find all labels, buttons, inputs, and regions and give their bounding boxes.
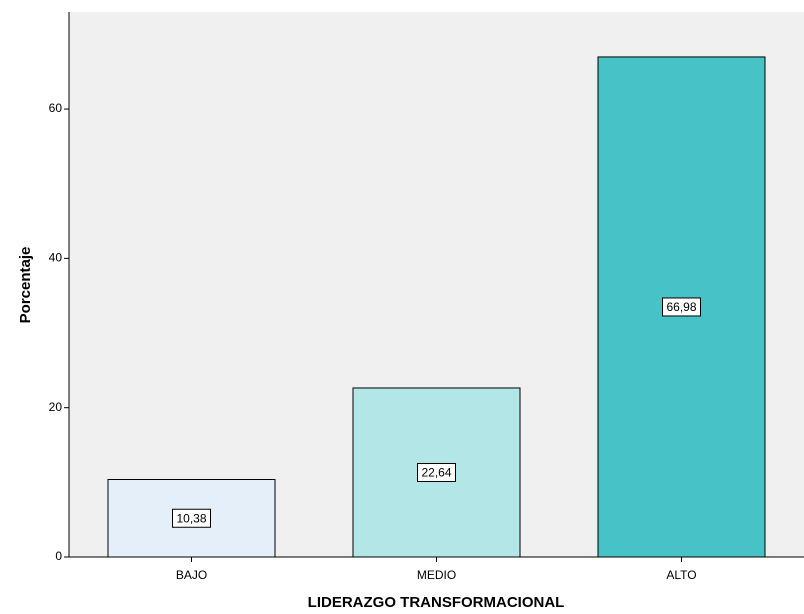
y-tick-label: 40 [49, 251, 63, 265]
data-label-box [662, 297, 701, 317]
data-label-box [417, 462, 456, 482]
y-axis-ticks: 0 20 40 60 [49, 101, 69, 563]
y-tick-label: 0 [55, 549, 62, 563]
data-label-box [172, 508, 211, 528]
x-axis-ticks: BAJO MEDIO ALTO [176, 557, 697, 582]
y-axis-title: Porcentaje [17, 247, 34, 324]
x-tick-label: ALTO [666, 568, 696, 582]
x-tick-label: MEDIO [417, 568, 456, 582]
x-tick-label: BAJO [176, 568, 207, 582]
x-axis-title: LIDERAZGO TRANSFORMACIONAL [308, 594, 565, 611]
data-label: 10,38 [176, 511, 206, 525]
data-labels: 10,38 22,64 66,98 [172, 297, 701, 528]
data-label: 66,98 [666, 300, 696, 314]
y-tick-label: 20 [49, 400, 63, 414]
y-tick-label: 60 [49, 101, 63, 115]
data-label: 22,64 [421, 466, 451, 480]
